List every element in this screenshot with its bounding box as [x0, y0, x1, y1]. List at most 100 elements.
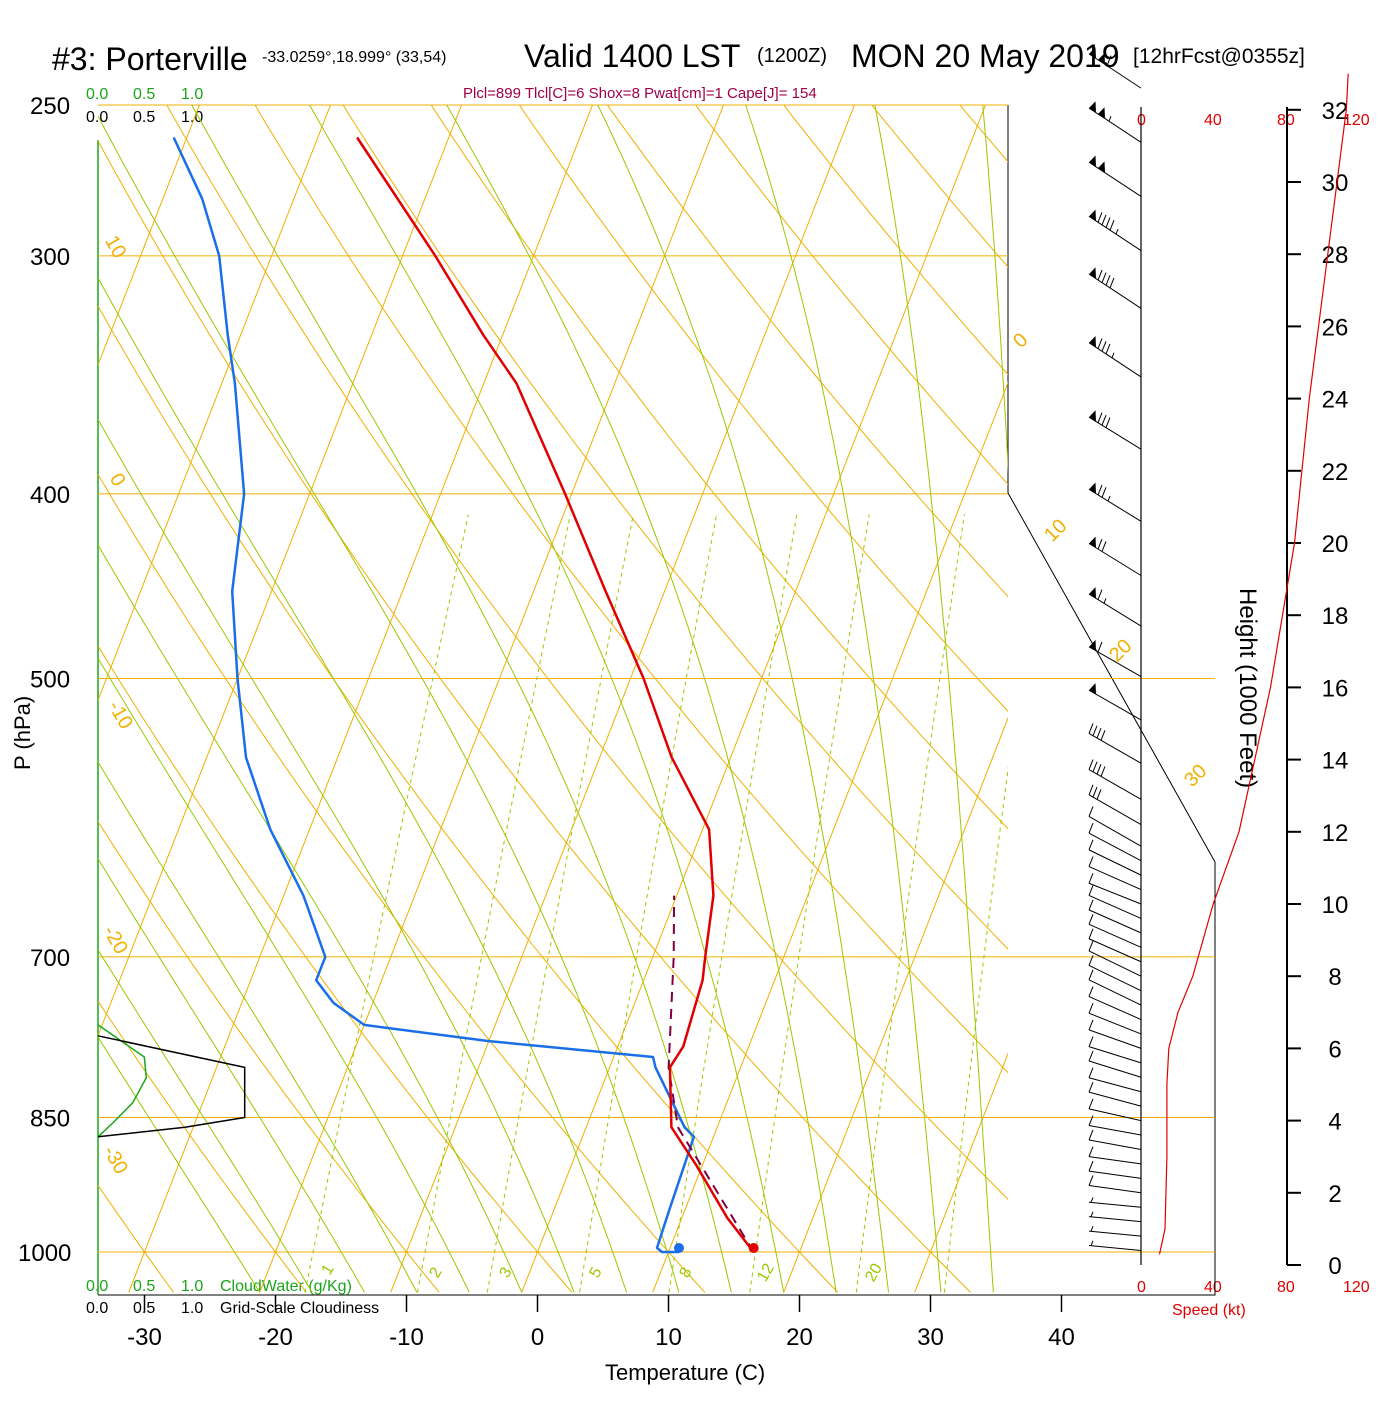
wind-barb-feather	[1098, 539, 1102, 549]
wind-barb	[1089, 1161, 1141, 1178]
wind-barb-feather	[1089, 1082, 1093, 1092]
wind-barb	[1089, 1176, 1141, 1193]
wind-barb-feather	[1089, 723, 1093, 733]
wind-barb-staff	[1089, 1047, 1141, 1063]
isotherm-label: 10	[100, 232, 130, 262]
wind-barb-staff	[1089, 980, 1141, 1005]
date-label: MON 20 May 2019	[851, 38, 1120, 74]
wind-barb-feather	[1089, 1051, 1093, 1061]
isotherm-label: 0	[105, 470, 130, 491]
wind-barb	[1089, 785, 1141, 825]
cloudcover-tick-bot-0: 0.0	[86, 1300, 108, 1317]
pressure-tick-label: 850	[30, 1106, 70, 1133]
wind-barb-feather	[1106, 218, 1110, 228]
wind-barb-feather	[1089, 823, 1093, 833]
isotherm-label: 0	[1009, 329, 1032, 352]
wind-barb-feather	[1101, 730, 1105, 740]
moist-adiabat-line	[0, 71, 469, 1292]
wind-barb-feather	[1089, 806, 1093, 816]
wind-barb-staff	[1089, 1030, 1141, 1049]
wind-barb	[1089, 806, 1141, 846]
height-tick-label: 20	[1322, 531, 1349, 558]
wind-barb-feather	[1089, 914, 1093, 924]
wind-barb-half-feather	[1109, 116, 1111, 121]
wind-barb-staff	[1089, 910, 1141, 933]
isotherm-label: -10	[103, 697, 137, 733]
wind-barb-staff	[1089, 343, 1141, 377]
wind-barb-staff	[1089, 1092, 1141, 1106]
wind-barb	[1089, 410, 1141, 449]
wind-barb	[1089, 1068, 1141, 1092]
wind-barb-staff	[1089, 1126, 1141, 1136]
height-tick-label: 14	[1322, 748, 1349, 775]
wind-barb-staff	[1089, 924, 1141, 947]
wind-barb-feather	[1089, 987, 1093, 997]
wind-barb-half-feather	[1091, 1197, 1093, 1202]
cloudwater-tick-bot-2: 1.0	[181, 1278, 203, 1295]
isotherm-line	[522, 71, 999, 1292]
wind-barb-feather	[1093, 787, 1097, 797]
wind-barb-feather	[1093, 762, 1097, 772]
wind-barb-half-feather	[1091, 1212, 1093, 1217]
dry-adiabat-line	[1367, 71, 1400, 1292]
wind-barb-staff	[1089, 162, 1141, 196]
parcel-line	[669, 896, 754, 1252]
wind-barb	[1089, 587, 1141, 626]
wind-barb	[1089, 1241, 1141, 1251]
cloudwater-tick-bot-0: 0.0	[86, 1278, 108, 1295]
wind-barb-feather	[1089, 1147, 1093, 1157]
wind-barb-feather	[1098, 270, 1102, 280]
plot-frame	[98, 105, 1215, 1295]
wind-barb-feather	[1102, 215, 1106, 225]
wind-barb-feather	[1089, 1130, 1093, 1140]
wind-barb-staff	[1089, 965, 1141, 990]
wind-barb-staff	[1089, 1202, 1141, 1207]
diagnostics-line: Plcl=899 Tlcl[C]=6 Shox=8 Pwat[cm]=1 Cap…	[463, 85, 817, 102]
isotherm-label: -20	[98, 922, 132, 958]
wind-barb	[1089, 336, 1141, 377]
wind-barb-feather	[1106, 418, 1110, 428]
height-axis-label: Height (1000 Feet)	[1234, 588, 1261, 788]
wind-barb-feather	[1089, 873, 1093, 883]
mixing-ratio-label: 1	[319, 1262, 338, 1278]
height-tick-label: 0	[1328, 1253, 1341, 1280]
wind-barb-staff	[1089, 274, 1141, 308]
wind-barb-staff	[1089, 1171, 1141, 1178]
wind-barb-feather	[1098, 212, 1102, 222]
wind-barb-staff	[1089, 895, 1141, 918]
y-axis-label: P (hPa)	[10, 696, 35, 770]
cloud-scale-top: 0.0 0.5 1.0 0.0 0.5 1.0	[86, 86, 203, 126]
dry-adiabat-line	[758, 71, 1400, 1292]
wind-barb	[1089, 155, 1141, 196]
height-tick-label: 16	[1322, 675, 1349, 702]
wind-barb-staff	[1089, 489, 1141, 521]
speed-tick-bot-1: 40	[1204, 1279, 1222, 1296]
wind-barb-feather	[1102, 273, 1106, 283]
wind-barb	[1089, 1130, 1141, 1150]
dry-adiabat-line	[235, 71, 1236, 1292]
wind-barb-feather	[1106, 344, 1110, 354]
wind-barb-staff	[1089, 594, 1141, 626]
wind-barb-staff	[1089, 1217, 1141, 1222]
surface-temperature-dot	[749, 1243, 759, 1253]
wind-barb-feather	[1089, 785, 1093, 795]
cloud-profiles	[98, 1025, 245, 1137]
wind-barb	[1089, 101, 1141, 142]
x-tick-label: 10	[655, 1324, 682, 1351]
wind-barb-feather	[1089, 840, 1093, 850]
valid-time: Valid 1400 LST	[524, 38, 740, 74]
mixing-ratio-line	[580, 514, 717, 1292]
wind-barb-staff	[1089, 850, 1141, 875]
wind-barb-staff	[1089, 108, 1141, 142]
pressure-tick-label: 1000	[18, 1240, 71, 1267]
pressure-tick-label: 300	[30, 244, 70, 271]
cloudwater-tick-bot-1: 0.5	[133, 1278, 155, 1295]
pressure-tick-label: 400	[30, 482, 70, 509]
wind-barb-flag	[1089, 267, 1096, 278]
pressure-tick-label: 500	[30, 667, 70, 694]
mixing-ratio-line	[669, 514, 797, 1292]
wind-barb	[1089, 210, 1141, 251]
dry-adiabat-line	[322, 71, 1369, 1292]
height-tick-label: 30	[1322, 170, 1349, 197]
wind-barb-feather	[1089, 1161, 1093, 1171]
